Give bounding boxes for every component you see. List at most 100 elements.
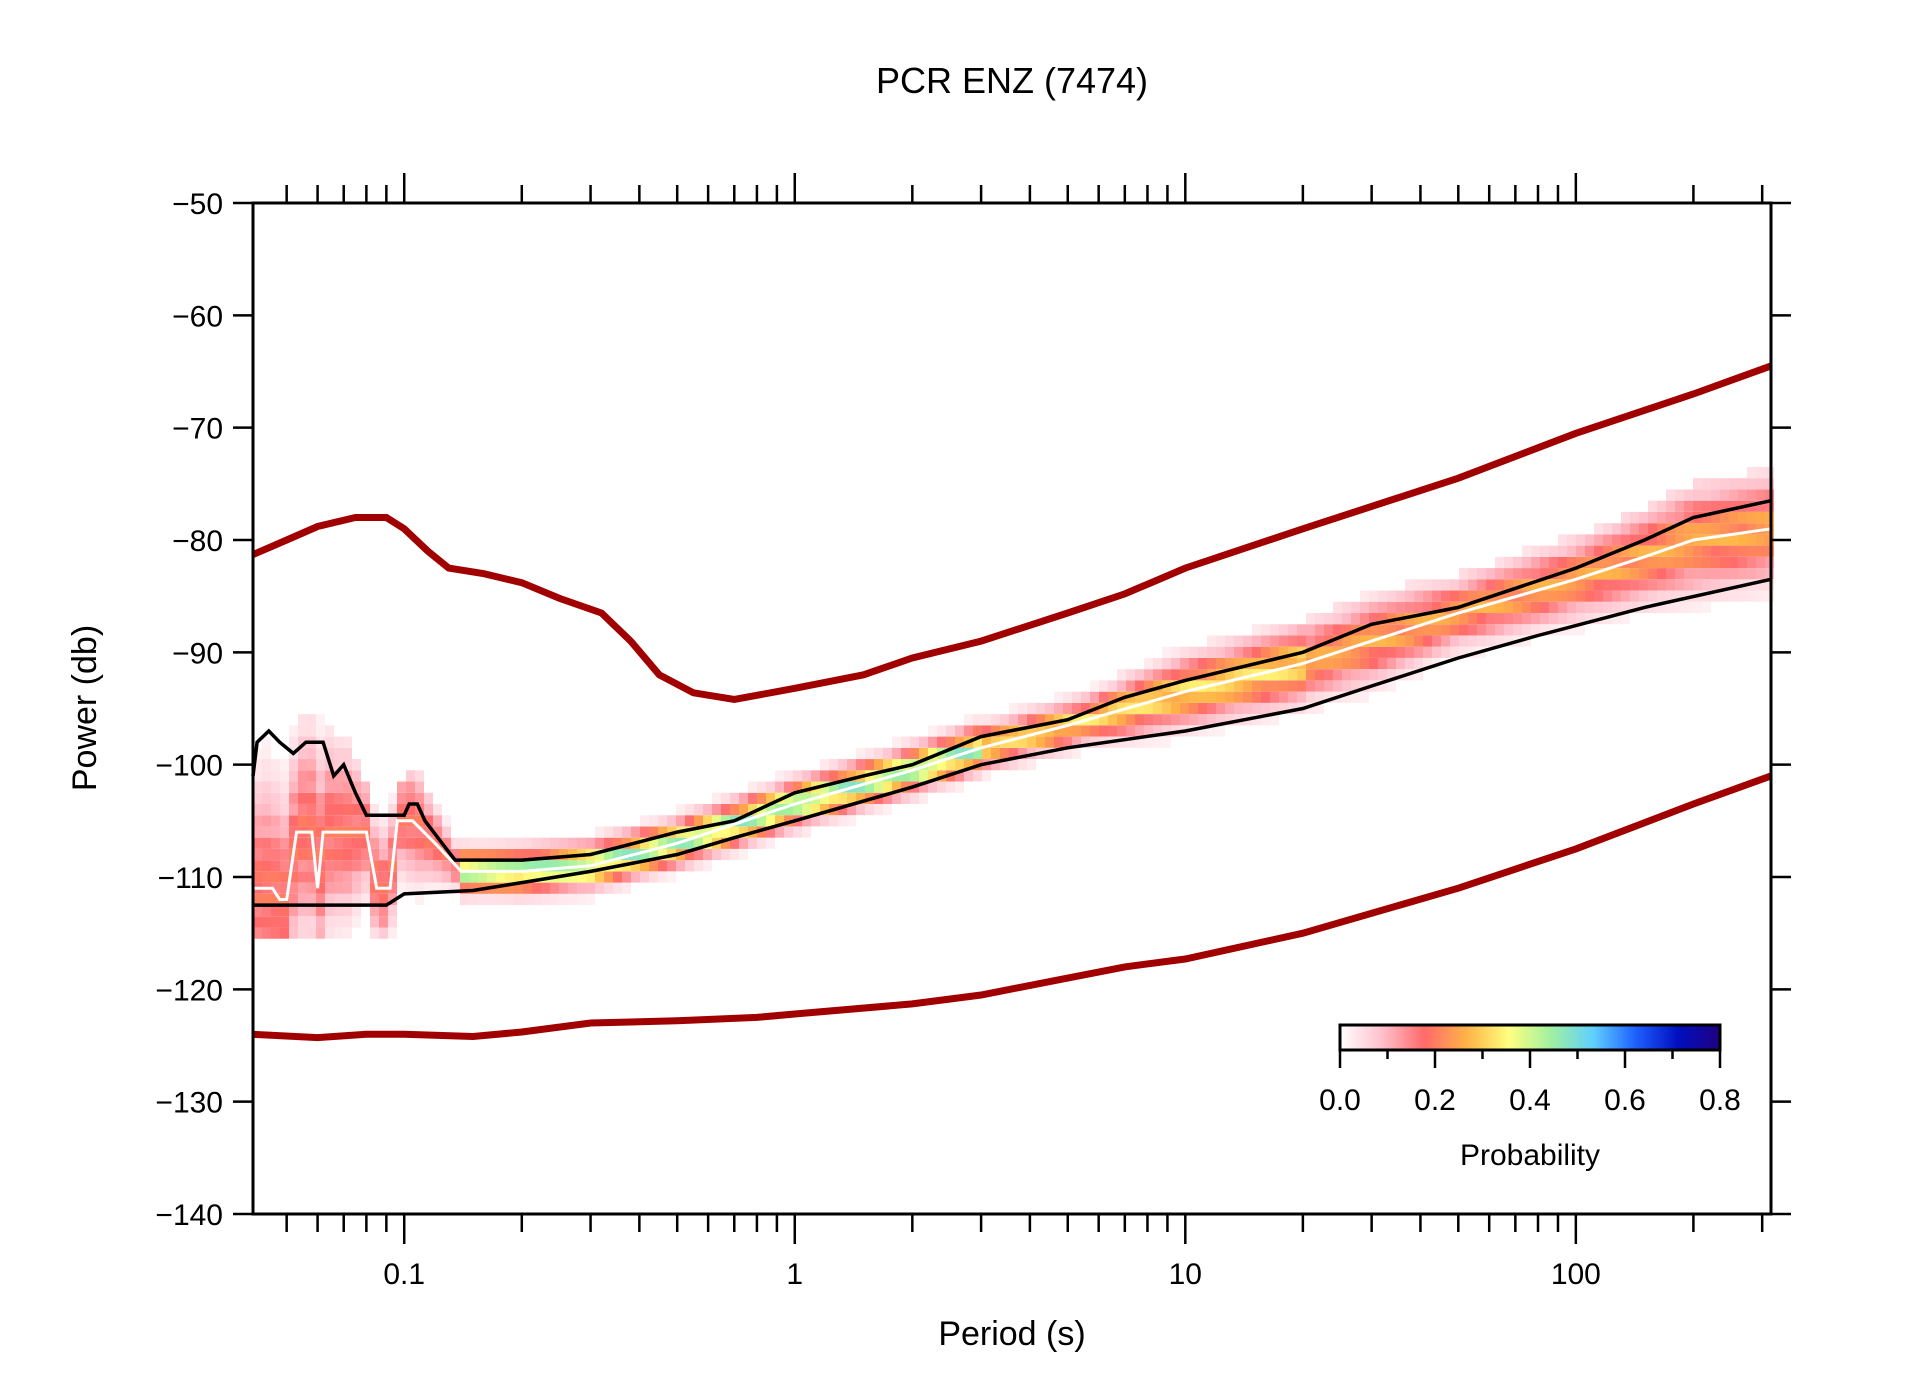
pdf-cell [1306, 613, 1315, 625]
pdf-cell [838, 781, 847, 793]
pdf-cell [982, 736, 991, 748]
pdf-cell [379, 860, 388, 872]
pdf-cell [1432, 579, 1441, 591]
x-tick-label: 100 [1551, 1258, 1601, 1291]
pdf-cell [289, 916, 298, 928]
pdf-cell [415, 860, 424, 872]
pdf-cell [946, 725, 955, 737]
pdf-cell [793, 781, 802, 793]
pdf-cell [712, 848, 721, 861]
pdf-cell [1126, 714, 1135, 726]
pdf-cell [1207, 635, 1216, 647]
pdf-cell [847, 770, 856, 782]
pdf-cell [1666, 590, 1675, 602]
pdf-cell [1432, 624, 1441, 636]
pdf-cell [1018, 736, 1027, 748]
pdf-cell [1594, 590, 1603, 602]
pdf-cell [1621, 601, 1630, 613]
pdf-cell [1135, 702, 1144, 715]
curve-nhnm-new-high-noise-model [251, 362, 1773, 704]
pdf-cell [1279, 624, 1288, 636]
pdf-cell [1531, 613, 1540, 625]
pdf-cell [1477, 590, 1486, 602]
pdf-cell [1441, 635, 1450, 647]
pdf-cell [289, 871, 298, 883]
pdf-cell [361, 860, 370, 872]
pdf-cell [667, 815, 676, 827]
pdf-cell [1504, 556, 1513, 569]
pdf-cell [1639, 523, 1648, 535]
pdf-cell [658, 848, 667, 861]
pdf-cell [1684, 556, 1693, 569]
pdf-cell [316, 725, 325, 737]
pdf-cell [775, 815, 784, 827]
pdf-cell [460, 893, 469, 906]
pdf-cell [424, 882, 433, 894]
pdf-cell [856, 792, 865, 804]
pdf-cell [1378, 669, 1387, 681]
pdf-cell [757, 837, 766, 849]
pdf-cell [1216, 657, 1225, 670]
pdf-cell [784, 781, 793, 793]
pdf-cell [1675, 500, 1684, 512]
pdf-cell [1657, 534, 1666, 546]
pdf-cell [793, 803, 802, 816]
pdf-cell [1054, 725, 1063, 737]
pdf-cell [433, 848, 442, 861]
pdf-cell [262, 860, 271, 872]
pdf-cell [1153, 657, 1162, 670]
pdf-cell [613, 882, 622, 894]
pdf-cell [1603, 545, 1612, 557]
pdf-cell [442, 837, 451, 849]
pdf-cell [1513, 556, 1522, 569]
pdf-cell [1144, 691, 1153, 703]
pdf-cell [1252, 624, 1261, 636]
pdf-cell [253, 916, 262, 928]
pdf-cell [1459, 579, 1468, 591]
pdf-cell [685, 803, 694, 816]
pdf-cell [874, 803, 883, 816]
pdf-cell [1252, 646, 1261, 658]
pdf-cell [982, 714, 991, 726]
pdf-cell [1171, 714, 1180, 726]
pdf-cell [640, 871, 649, 883]
pdf-cell [370, 826, 379, 838]
pdf-cell [640, 837, 649, 849]
pdf-cell [1747, 466, 1756, 479]
pdf-cell [1459, 590, 1468, 602]
pdf-cell [523, 860, 532, 872]
pdf-cell [316, 927, 325, 939]
pdf-cell [505, 860, 514, 872]
pdf-cell [1639, 556, 1648, 569]
pdf-cell [253, 837, 262, 849]
pdf-cell [1270, 657, 1279, 670]
pdf-cell [415, 893, 424, 906]
pdf-cell [352, 815, 361, 827]
y-tick-label: −120 [155, 974, 223, 1007]
pdf-cell [1567, 556, 1576, 569]
pdf-cell [676, 815, 685, 827]
pdf-cell [1522, 568, 1531, 580]
pdf-cell [343, 916, 352, 928]
pdf-cell [1729, 511, 1738, 524]
y-axis-label: Power (db) [66, 625, 104, 791]
pdf-cell [1396, 669, 1405, 681]
pdf-cell [1360, 669, 1369, 681]
pdf-cell [379, 905, 388, 917]
pdf-cell [586, 882, 595, 894]
pdf-cell [559, 893, 568, 906]
pdf-cell [316, 759, 325, 771]
pdf-cell [856, 747, 865, 760]
pdf-cell [1657, 511, 1666, 524]
pdf-cell [1495, 635, 1504, 647]
pdf-cell [946, 736, 955, 748]
pdf-cell [595, 860, 604, 872]
pdf-cell [433, 860, 442, 872]
pdf-cell [1414, 579, 1423, 591]
pdf-cell [1675, 579, 1684, 591]
pdf-cell [370, 837, 379, 849]
curve-nlnm-new-low-noise-model [252, 772, 1773, 1042]
pdf-cell [1720, 590, 1729, 602]
pdf-cell [1360, 613, 1369, 625]
pdf-cell [1279, 635, 1288, 647]
